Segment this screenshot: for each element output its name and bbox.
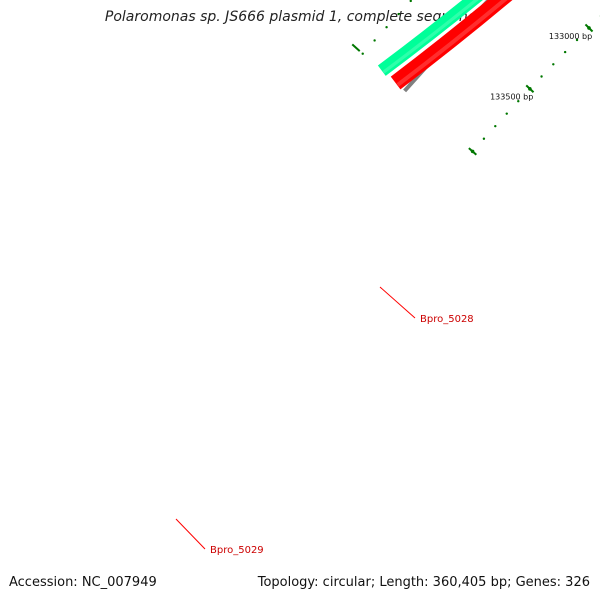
major-tick <box>351 43 361 52</box>
inner-dot-track <box>361 0 412 55</box>
gene-callout-line <box>379 286 416 319</box>
scale-dot <box>552 63 555 66</box>
scale-dot <box>494 124 497 128</box>
gene-callout-bpro-5029: Bpro_5029 <box>175 518 264 556</box>
topology-summary: Topology: circular; Length: 360,405 bp; … <box>257 575 590 590</box>
major-tick <box>468 147 477 156</box>
forward-cds-arc <box>390 0 513 90</box>
scale-dot <box>385 26 388 29</box>
scale-dot <box>409 0 412 3</box>
scale-dot <box>517 99 520 103</box>
forward-feature-arc-highlight <box>382 0 479 74</box>
forward-feature-arc <box>377 0 483 76</box>
tick-labels: 129000 bp129500 bp130000 bp130500 bp1310… <box>490 32 592 102</box>
scale-dot <box>361 52 364 55</box>
scale-dot <box>540 75 543 78</box>
map-title: Polaromonas sp. JS666 plasmid 1, complet… <box>104 9 484 25</box>
gene-callout-bpro-5028: Bpro_5028 <box>379 286 474 325</box>
forward-cds-arc-highlight <box>396 0 508 87</box>
major-tick-track <box>468 23 594 156</box>
gene-callout-line <box>175 518 206 550</box>
feature-tracks <box>377 0 513 93</box>
outer-dot-track <box>470 15 600 154</box>
scale-dot <box>575 38 579 42</box>
major-tick <box>584 23 594 33</box>
scale-dot <box>397 12 400 16</box>
accession-text: Accession: NC_007949 <box>9 575 157 590</box>
minor-tick-track <box>351 43 361 52</box>
scale-dot <box>373 39 376 42</box>
scale-dot <box>505 112 508 115</box>
gene-label-bpro-5029[interactable]: Bpro_5029 <box>210 545 264 556</box>
tick-label: 133000 bp <box>549 32 592 41</box>
scale-dot <box>563 50 567 54</box>
gene-label-bpro-5028[interactable]: Bpro_5028 <box>420 314 474 325</box>
scale-dot <box>482 137 486 140</box>
tick-label: 133500 bp <box>490 93 533 102</box>
major-tick <box>525 84 535 93</box>
